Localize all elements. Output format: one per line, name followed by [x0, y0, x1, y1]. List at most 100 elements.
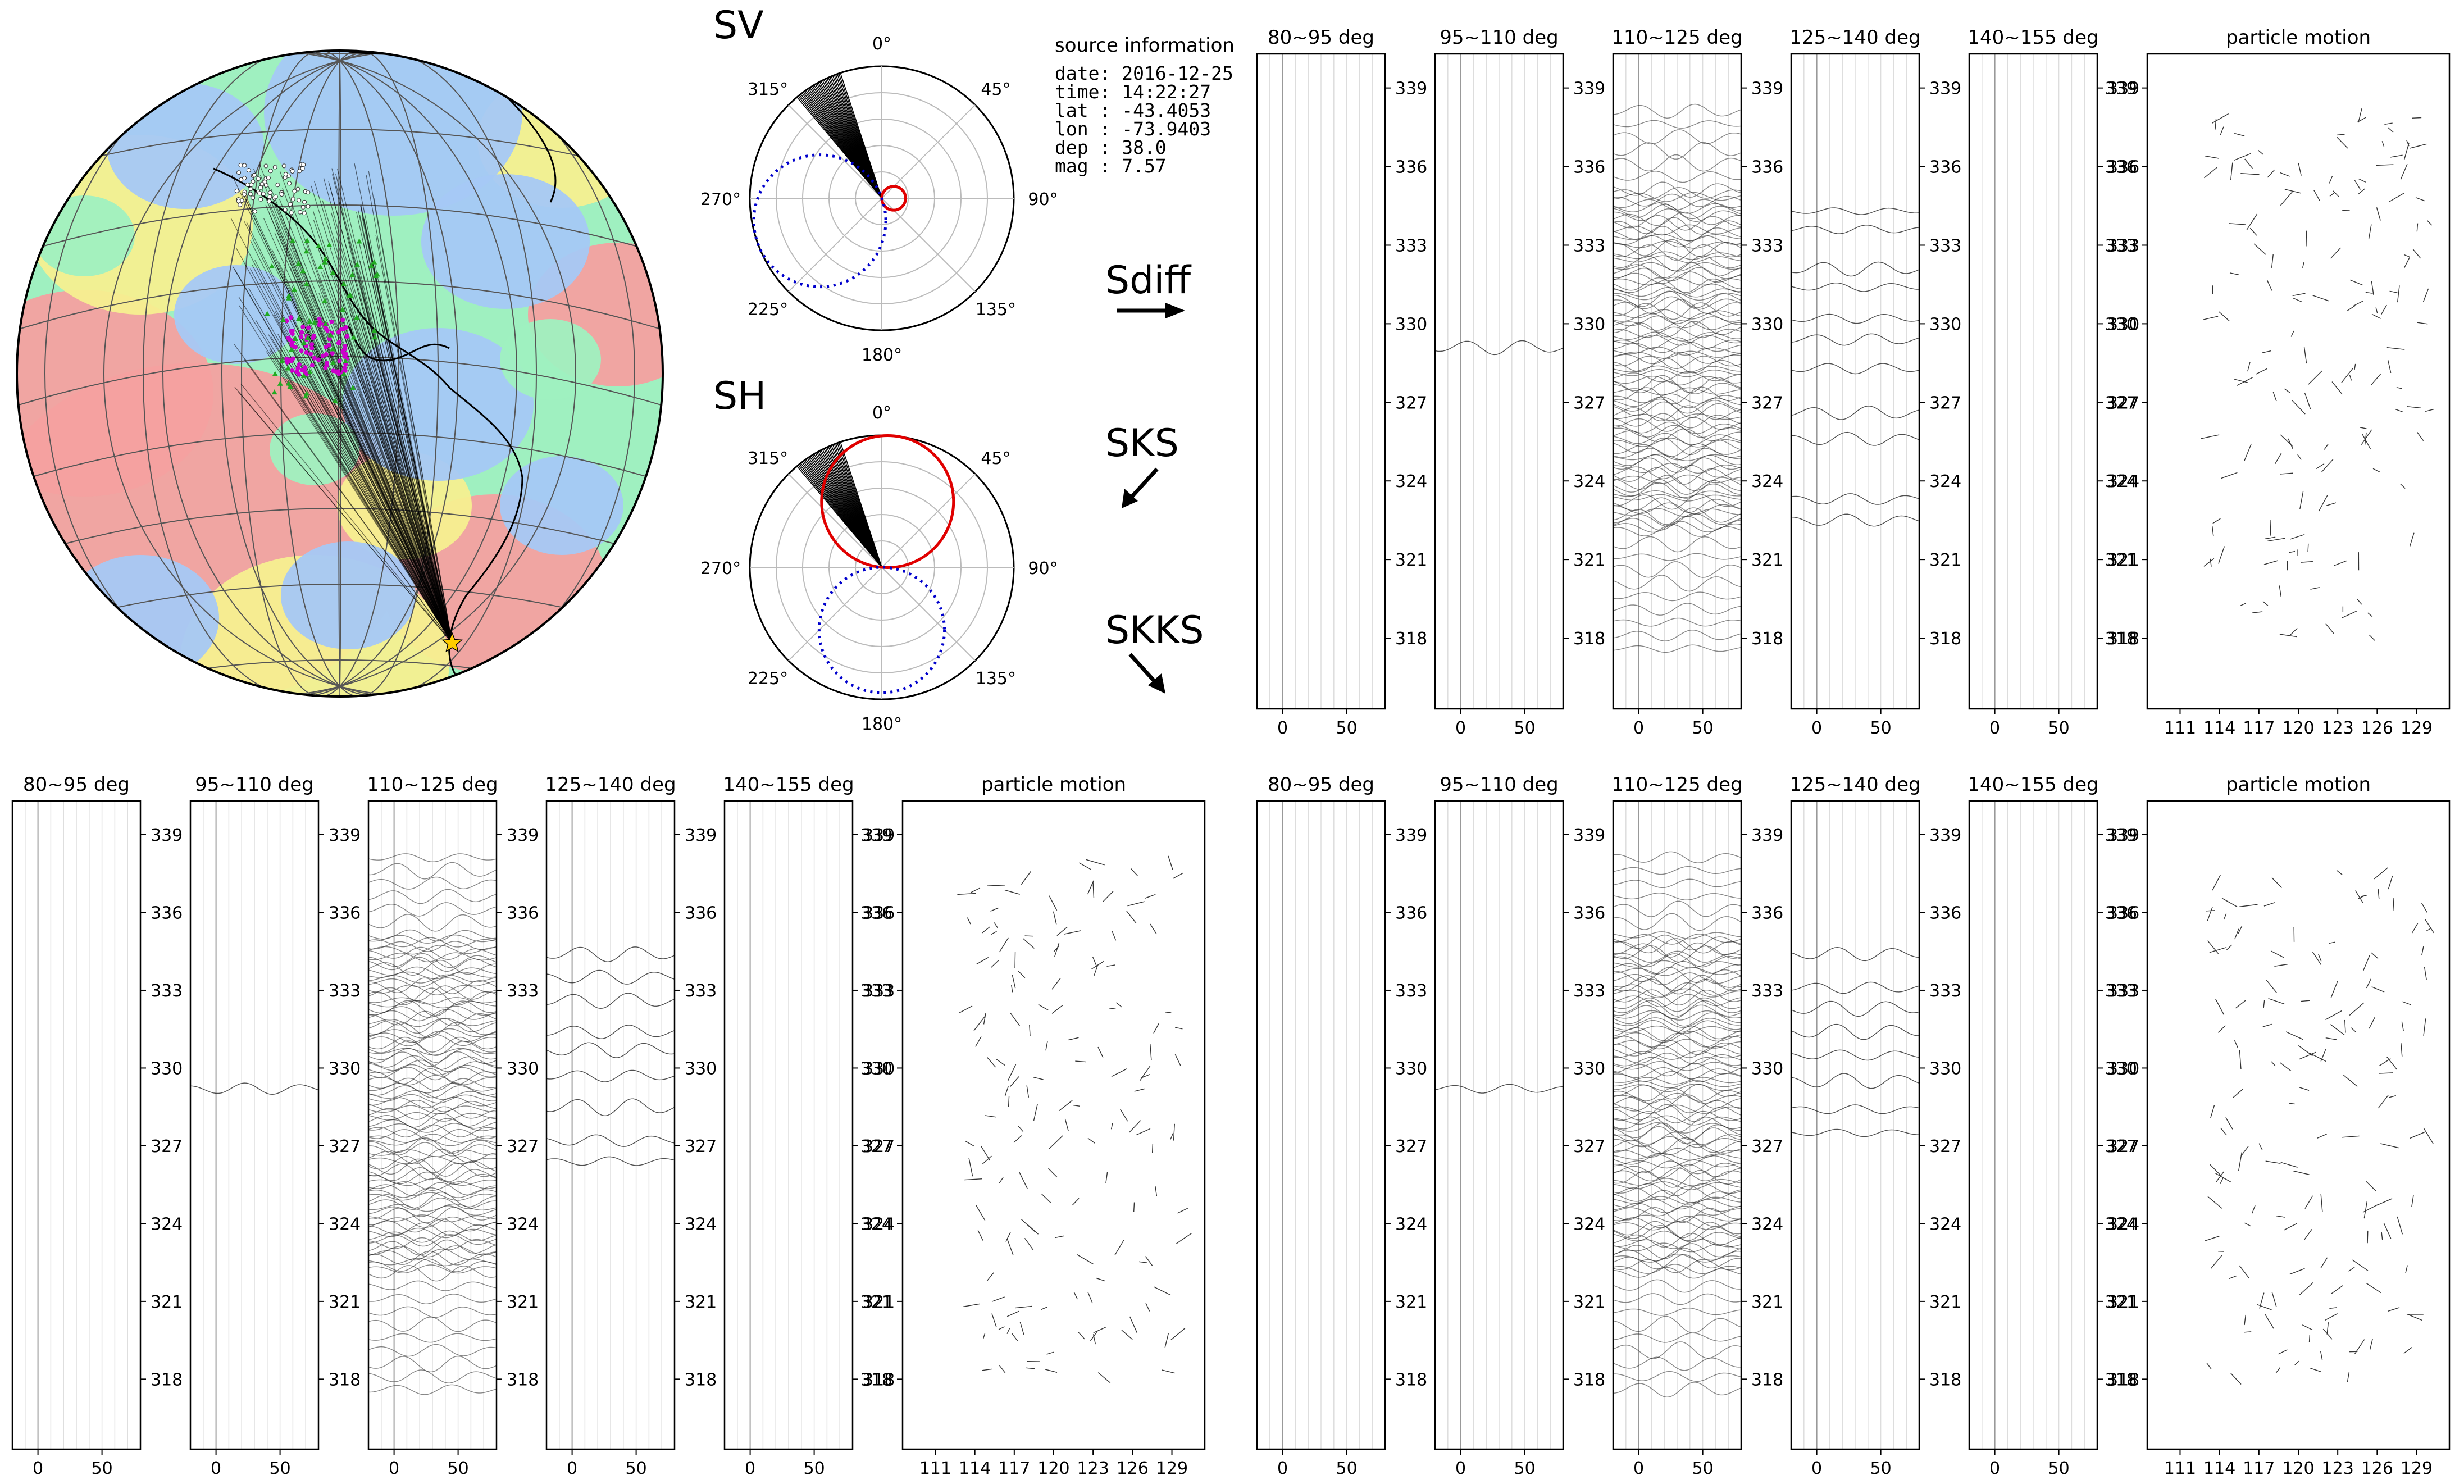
y-tick-label: 339	[507, 826, 539, 845]
arrow-down-left-icon	[1122, 469, 1157, 508]
particle-motion-glyph	[1127, 902, 1144, 906]
particle-motion-glyph	[1027, 1085, 1028, 1097]
particle-motion-glyph	[2239, 904, 2257, 907]
x-tick-label: 0	[1277, 1459, 1288, 1478]
y-tick-label: 318	[1751, 1370, 1783, 1390]
particle-motion-glyph	[2421, 903, 2427, 912]
particle-motion-glyph	[2274, 964, 2287, 967]
particle-motion-glyph	[2342, 611, 2356, 618]
y-tick-label: 339	[1395, 79, 1427, 99]
station-marker-icon	[306, 190, 310, 194]
particle-motion-glyph	[2293, 293, 2306, 295]
particle-motion-glyph	[2272, 878, 2282, 888]
sh-title: SH	[713, 374, 766, 418]
station-marker-icon	[274, 195, 277, 199]
particle-motion-glyph	[2350, 280, 2362, 285]
particle-motion-glyph	[1088, 881, 1094, 894]
x-tick-label: 0	[1455, 718, 1466, 738]
particle-motion-glyph	[2325, 1314, 2337, 1321]
particle-motion-glyph	[1139, 1262, 1147, 1263]
station-marker-icon	[282, 164, 286, 168]
x-tick-label: 0	[1277, 718, 1288, 738]
particle-motion-glyph	[2219, 547, 2225, 564]
particle-motion-glyph	[2321, 1351, 2322, 1360]
x-tick-label: 111	[2164, 1459, 2196, 1478]
y-tick-label: 339	[151, 826, 183, 845]
y-tick-label: 318	[1573, 1370, 1605, 1390]
particle-motion-glyph	[2210, 1164, 2221, 1176]
particle-motion-glyph	[2210, 948, 2226, 953]
particle-motion-glyph	[1064, 931, 1081, 934]
y-tick-label: 321	[1929, 1292, 1961, 1312]
station-marker-icon	[325, 361, 329, 365]
particle-motion-glyph	[2220, 127, 2224, 135]
y-tick-label: 318	[329, 1370, 361, 1390]
polar-theta-tick-label: 270°	[700, 559, 741, 579]
particle-motion-glyph	[2290, 629, 2297, 635]
seismogram-panel: 110~125 deg0 50318321324327330333336339	[1611, 26, 1783, 738]
particle-motion-glyph	[2332, 382, 2342, 395]
particle-motion-glyph	[1010, 1013, 1020, 1026]
y-tick-label: 318	[507, 1370, 539, 1390]
particle-motion-glyph	[2239, 1266, 2249, 1278]
seismogram-panel: 110~125 deg0 50318321324327330333336339	[1611, 773, 1783, 1478]
polar-theta-tick-label: 90°	[1028, 190, 1058, 210]
x-tick-label: 50	[1870, 1459, 1892, 1478]
y-tick-label: 330	[1573, 315, 1605, 334]
panel-title: 125~140 deg	[1789, 26, 1920, 49]
station-marker-icon	[302, 211, 306, 215]
y-tick-label: 321	[329, 1292, 361, 1312]
particle-motion-glyph	[2357, 599, 2362, 604]
particle-motion-glyph	[2324, 444, 2328, 450]
station-marker-icon	[345, 334, 349, 339]
particle-motion-glyph	[2369, 225, 2371, 240]
y-tick-label: 339	[2105, 826, 2137, 845]
particle-motion-glyph	[2205, 1236, 2219, 1241]
particle-motion-glyph	[1094, 1327, 1106, 1333]
polar-theta-tick-label: 180°	[862, 345, 902, 365]
particle-motion-glyph	[2218, 1026, 2225, 1033]
particle-motion-glyph	[2280, 634, 2297, 636]
station-marker-icon	[306, 325, 311, 330]
x-tick-label: 129	[1156, 1459, 1188, 1478]
particle-motion-glyph	[2388, 360, 2391, 373]
particle-motion-glyph	[1129, 1121, 1141, 1132]
sv-radiation-polar: SV 0°45°90°135°180°225°270°315°	[700, 3, 1058, 365]
particle-motion-glyph	[2207, 907, 2212, 921]
y-tick-label: 327	[151, 1137, 183, 1157]
y-tick-label: 339	[1751, 826, 1783, 845]
particle-motion-glyph	[967, 918, 971, 925]
polar-theta-tick-label: 45°	[981, 80, 1010, 99]
y-tick-label: 333	[2105, 236, 2137, 256]
y-tick-label: 318	[1395, 1370, 1427, 1390]
x-tick-label: 50	[2048, 1459, 2070, 1478]
station-marker-icon	[290, 368, 294, 373]
particle-motion-glyph	[2337, 134, 2344, 135]
particle-motion-glyph	[2425, 967, 2427, 980]
y-tick-label: 339	[1751, 79, 1783, 99]
particle-motion-glyph	[2397, 1217, 2402, 1234]
particle-motion-glyph	[1146, 1303, 1150, 1311]
particle-motion-glyph	[2410, 1132, 2425, 1138]
station-marker-icon	[260, 182, 264, 186]
x-tick-label: 50	[1336, 718, 1358, 738]
particle-motion-glyph	[2298, 454, 2301, 459]
particle-motion-glyph	[2404, 254, 2410, 257]
y-tick-label: 330	[1751, 1059, 1783, 1078]
station-marker-icon	[301, 205, 305, 209]
particle-motion-glyph	[2298, 163, 2301, 176]
panel-frame	[2147, 801, 2449, 1449]
x-tick-label: 0	[1811, 1459, 1822, 1478]
particle-motion-glyph	[1049, 896, 1057, 911]
particle-motion-glyph	[2226, 945, 2231, 950]
particle-motion-glyph	[1068, 1037, 1078, 1040]
panel-title: 95~110 deg	[1440, 773, 1559, 796]
x-tick-label: 50	[1336, 1459, 1358, 1478]
particle-motion-glyph	[2270, 520, 2271, 535]
particle-motion-glyph	[1122, 1330, 1132, 1340]
particle-motion-glyph	[1015, 1306, 1032, 1308]
particle-motion-glyph	[2352, 1260, 2368, 1271]
particle-motion-glyph	[2211, 1105, 2215, 1118]
particle-motion-glyph	[957, 893, 976, 894]
particle-motion-glyph	[1106, 1172, 1108, 1183]
